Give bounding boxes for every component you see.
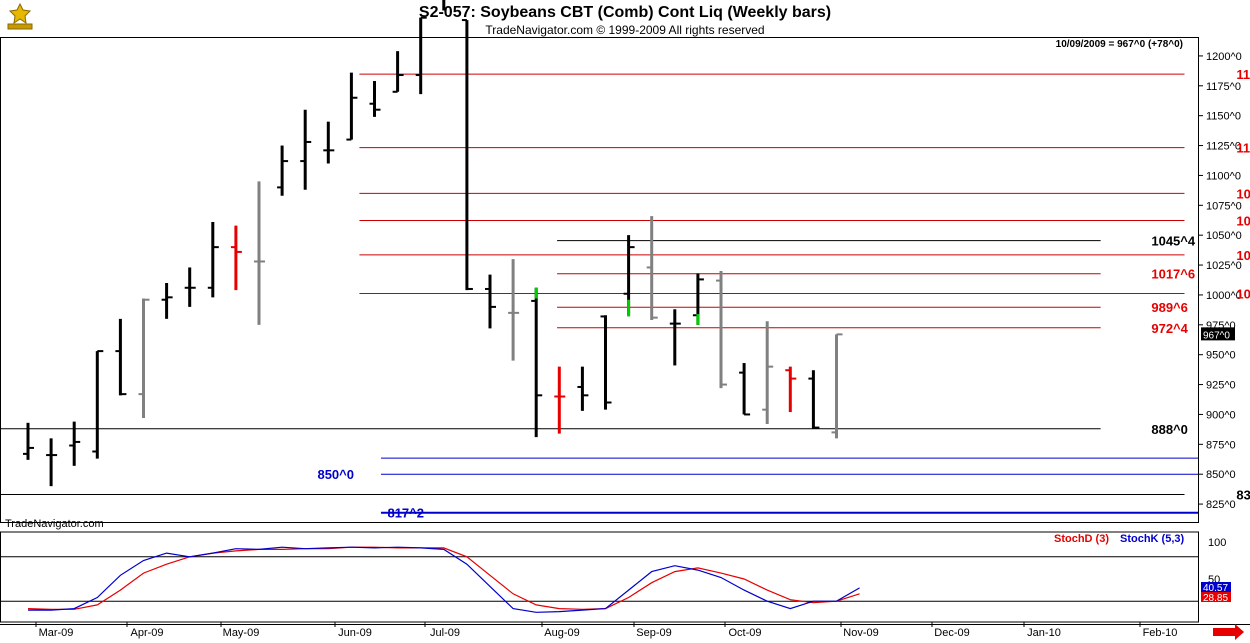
stochk-value-label: 40.57 <box>1203 583 1228 594</box>
stochk-line <box>28 546 860 613</box>
price-tick-label: 925^0 <box>1206 380 1236 392</box>
time-tick-label: Jan-10 <box>1027 627 1061 639</box>
ohlc-bar <box>669 309 681 366</box>
price-panel-frame <box>0 37 1199 523</box>
level-label: 1001^2 <box>1236 286 1250 301</box>
price-tick-label: 1100^0 <box>1206 170 1241 182</box>
stochastic-panel-frame <box>0 531 1199 623</box>
ohlc-bar <box>138 298 150 419</box>
level-label: 989^6 <box>1151 300 1188 315</box>
ohlc-bar <box>554 366 566 434</box>
price-tick-label: 875^0 <box>1206 439 1236 451</box>
time-tick-label: Dec-09 <box>934 627 969 639</box>
level-label: 888^0 <box>1151 422 1188 437</box>
watermark-label: TradeNavigator.com <box>5 518 104 530</box>
ohlc-bar <box>577 366 589 411</box>
level-label: 1123^2 <box>1236 141 1250 156</box>
level-label: 1085^0 <box>1236 186 1250 201</box>
ohlc-bar <box>92 350 104 459</box>
ohlc-bar <box>161 282 173 319</box>
ohlc-bar <box>485 274 496 329</box>
level-label: 850^0 <box>317 467 354 482</box>
last-price-label: 967^0 <box>1203 330 1230 341</box>
level-label: 817^2 <box>387 506 424 521</box>
time-tick-label: Jun-09 <box>338 627 372 639</box>
stochk-value-box <box>1201 582 1231 592</box>
ohlc-bar <box>69 421 81 466</box>
time-tick-label: Aug-09 <box>544 627 579 639</box>
time-tick-label: Sep-09 <box>636 627 671 639</box>
ohlc-bar <box>207 222 219 298</box>
time-tick-label: Mar-09 <box>39 627 74 639</box>
price-tick-label: 900^0 <box>1206 409 1236 421</box>
time-tick-label: Jul-09 <box>430 627 460 639</box>
time-tick-label: Nov-09 <box>843 627 878 639</box>
stochk-legend: StochK (5,3) <box>1120 533 1185 545</box>
stoch-tick-label: 100 <box>1208 537 1226 549</box>
ohlc-bar <box>300 109 312 190</box>
ohlc-bar <box>184 267 196 307</box>
price-tick-label: 850^0 <box>1206 469 1236 481</box>
price-tick-label: 1150^0 <box>1206 111 1241 123</box>
scroll-right-arrow-icon <box>1213 624 1244 640</box>
ohlc-bar <box>600 315 612 410</box>
ohlc-bar <box>392 51 404 93</box>
ohlc-bar <box>785 366 797 413</box>
level-label: 1017^6 <box>1151 267 1195 282</box>
ohlc-bar <box>739 363 751 416</box>
ohlc-bar <box>23 422 34 460</box>
ohlc-bar <box>508 259 520 361</box>
price-tick-label: 825^0 <box>1206 499 1236 511</box>
ohlc-bar <box>323 121 335 164</box>
last-price-box <box>1201 327 1235 341</box>
stochd-line <box>27 546 860 610</box>
chart-subtitle: TradeNavigator.com © 1999-2009 All right… <box>485 23 765 37</box>
price-tick-label: 1175^0 <box>1206 81 1241 93</box>
price-tick-label: 1000^0 <box>1206 290 1242 302</box>
ohlc-bar <box>716 271 727 389</box>
price-tick-label: 950^0 <box>1206 350 1236 362</box>
ohlc-bar <box>115 318 127 396</box>
ohlc-bar <box>808 370 820 429</box>
ohlc-bar <box>442 0 446 11</box>
level-label: 1062^2 <box>1236 214 1250 229</box>
level-label: 833^0 <box>1236 488 1250 503</box>
price-tick-label: 1050^0 <box>1206 230 1242 242</box>
ohlc-bar <box>461 19 473 291</box>
stochd-legend: StochD (3) <box>1054 533 1109 545</box>
ohlc-bar <box>254 181 265 325</box>
level-label: 972^4 <box>1151 321 1188 336</box>
time-tick-label: May-09 <box>223 627 260 639</box>
stochd-value-box <box>1201 592 1231 602</box>
ohlc-bar <box>277 145 289 196</box>
ohlc-bar <box>46 438 58 487</box>
price-tick-label: 1200^0 <box>1206 51 1242 63</box>
last-quote-label: 10/09/2009 = 967^0 (+78^0) <box>1056 39 1183 50</box>
level-label: 1033^4 <box>1236 248 1250 263</box>
level-label: 1045^4 <box>1151 234 1196 249</box>
time-tick-label: Apr-09 <box>130 627 163 639</box>
ohlc-bar <box>531 287 543 438</box>
time-tick-label: Feb-10 <box>1143 627 1178 639</box>
ohlc-bar <box>415 16 427 95</box>
level-label: 1184^6 <box>1236 67 1250 82</box>
ohlc-bar <box>230 225 242 291</box>
ohlc-bar <box>762 321 774 425</box>
chart-title: S2-057: Soybeans CBT (Comb) Cont Liq (We… <box>418 4 832 21</box>
ohlc-bar <box>346 72 358 141</box>
price-tick-label: 1125^0 <box>1206 141 1241 153</box>
price-tick-label: 1025^0 <box>1206 260 1242 272</box>
ohlc-bar <box>369 81 381 117</box>
ohlc-bar <box>646 216 658 321</box>
stochd-value-label: 28.85 <box>1203 593 1228 604</box>
tradenavigator-logo-icon <box>4 2 36 32</box>
time-tick-label: Oct-09 <box>728 627 761 639</box>
ohlc-bar <box>831 333 843 439</box>
price-tick-label: 1075^0 <box>1206 200 1242 212</box>
